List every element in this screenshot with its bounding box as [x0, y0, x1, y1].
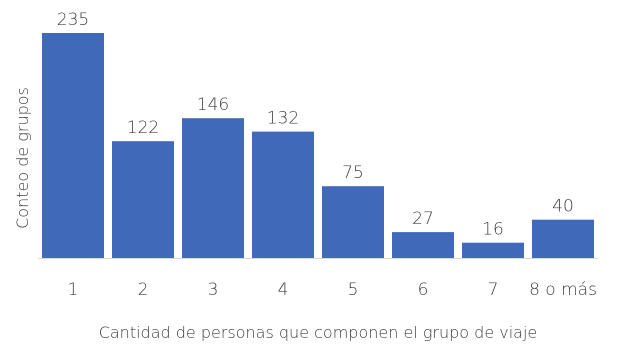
data-label-1: 235: [57, 10, 89, 30]
x-tick-label-4: 4: [278, 280, 289, 300]
x-tick-label-8: 8 o más: [529, 280, 597, 300]
x-tick-label-7: 7: [488, 280, 499, 300]
x-tick-labels-group: 1 2 3 4 5 6 7 8 o más: [68, 280, 597, 300]
data-label-4: 132: [267, 109, 299, 129]
data-label-6: 27: [412, 209, 434, 229]
y-axis-title: Conteo de grupos: [13, 87, 32, 229]
x-tick-label-6: 6: [418, 280, 429, 300]
x-axis-title: Cantidad de personas que componen el gru…: [99, 323, 538, 342]
x-tick-label-2: 2: [138, 280, 149, 300]
bars-group: [42, 33, 594, 258]
data-label-3: 146: [197, 95, 229, 115]
data-label-2: 122: [127, 118, 159, 138]
bar-5: [322, 186, 384, 258]
bar-3: [182, 118, 244, 258]
x-tick-label-3: 3: [208, 280, 219, 300]
data-label-8: 40: [552, 197, 574, 217]
bar-7: [462, 242, 524, 258]
bar-4: [252, 131, 314, 258]
bar-6: [392, 232, 454, 258]
data-labels-group: 235 122 146 132 75 27 16 40: [57, 10, 574, 240]
bar-1: [42, 33, 104, 258]
bar-2: [112, 141, 174, 258]
data-label-5: 75: [342, 163, 364, 183]
bar-8: [532, 219, 594, 258]
x-tick-label-5: 5: [348, 280, 359, 300]
x-tick-label-1: 1: [68, 280, 79, 300]
data-label-7: 16: [482, 220, 504, 240]
